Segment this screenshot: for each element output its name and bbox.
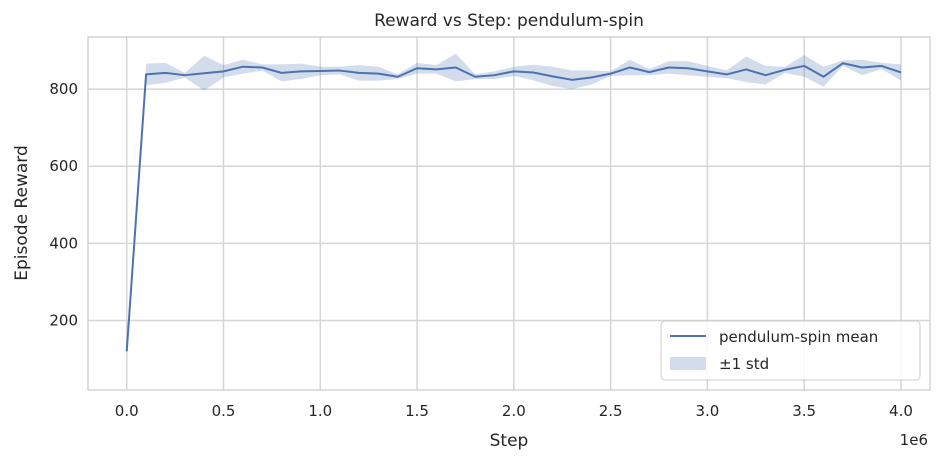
legend-band-swatch	[670, 357, 706, 370]
y-tick-label: 800	[49, 80, 78, 98]
x-tick-label: 2.0	[502, 402, 526, 420]
legend-mean-label: pendulum-spin mean	[719, 328, 878, 346]
x-axis-title: Step	[490, 431, 529, 451]
x-tick-label: 1.5	[405, 402, 429, 420]
legend: pendulum-spin mean ±1 std	[660, 320, 921, 381]
y-axis-title: Episode Reward	[12, 145, 32, 280]
x-tick-label: 1.0	[308, 402, 332, 420]
y-tick-labels: 200 400 600 800	[49, 80, 78, 329]
y-tick-label: 200	[49, 312, 78, 330]
legend-box	[660, 320, 921, 381]
std-band	[126, 53, 901, 352]
mean-line	[125, 62, 902, 352]
x-tick-label: 0.5	[212, 402, 236, 420]
x-tick-label: 3.5	[792, 402, 816, 420]
y-tick-label: 600	[49, 157, 78, 175]
x-tick-label: 3.0	[695, 402, 719, 420]
plot-frame	[87, 36, 931, 391]
chart-title: Reward vs Step: pendulum-spin	[374, 11, 644, 31]
x-tick-labels: 0.0 0.5 1.0 1.5 2.0 2.5 3.0 3.5 4.0	[115, 402, 913, 420]
x-tick-label: 4.0	[889, 402, 913, 420]
y-tick-label: 400	[49, 234, 78, 252]
x-tick-label: 2.5	[599, 402, 623, 420]
x-offset-label: 1e6	[900, 431, 928, 449]
x-tick-label: 0.0	[115, 402, 139, 420]
legend-band-label: ±1 std	[719, 355, 769, 373]
